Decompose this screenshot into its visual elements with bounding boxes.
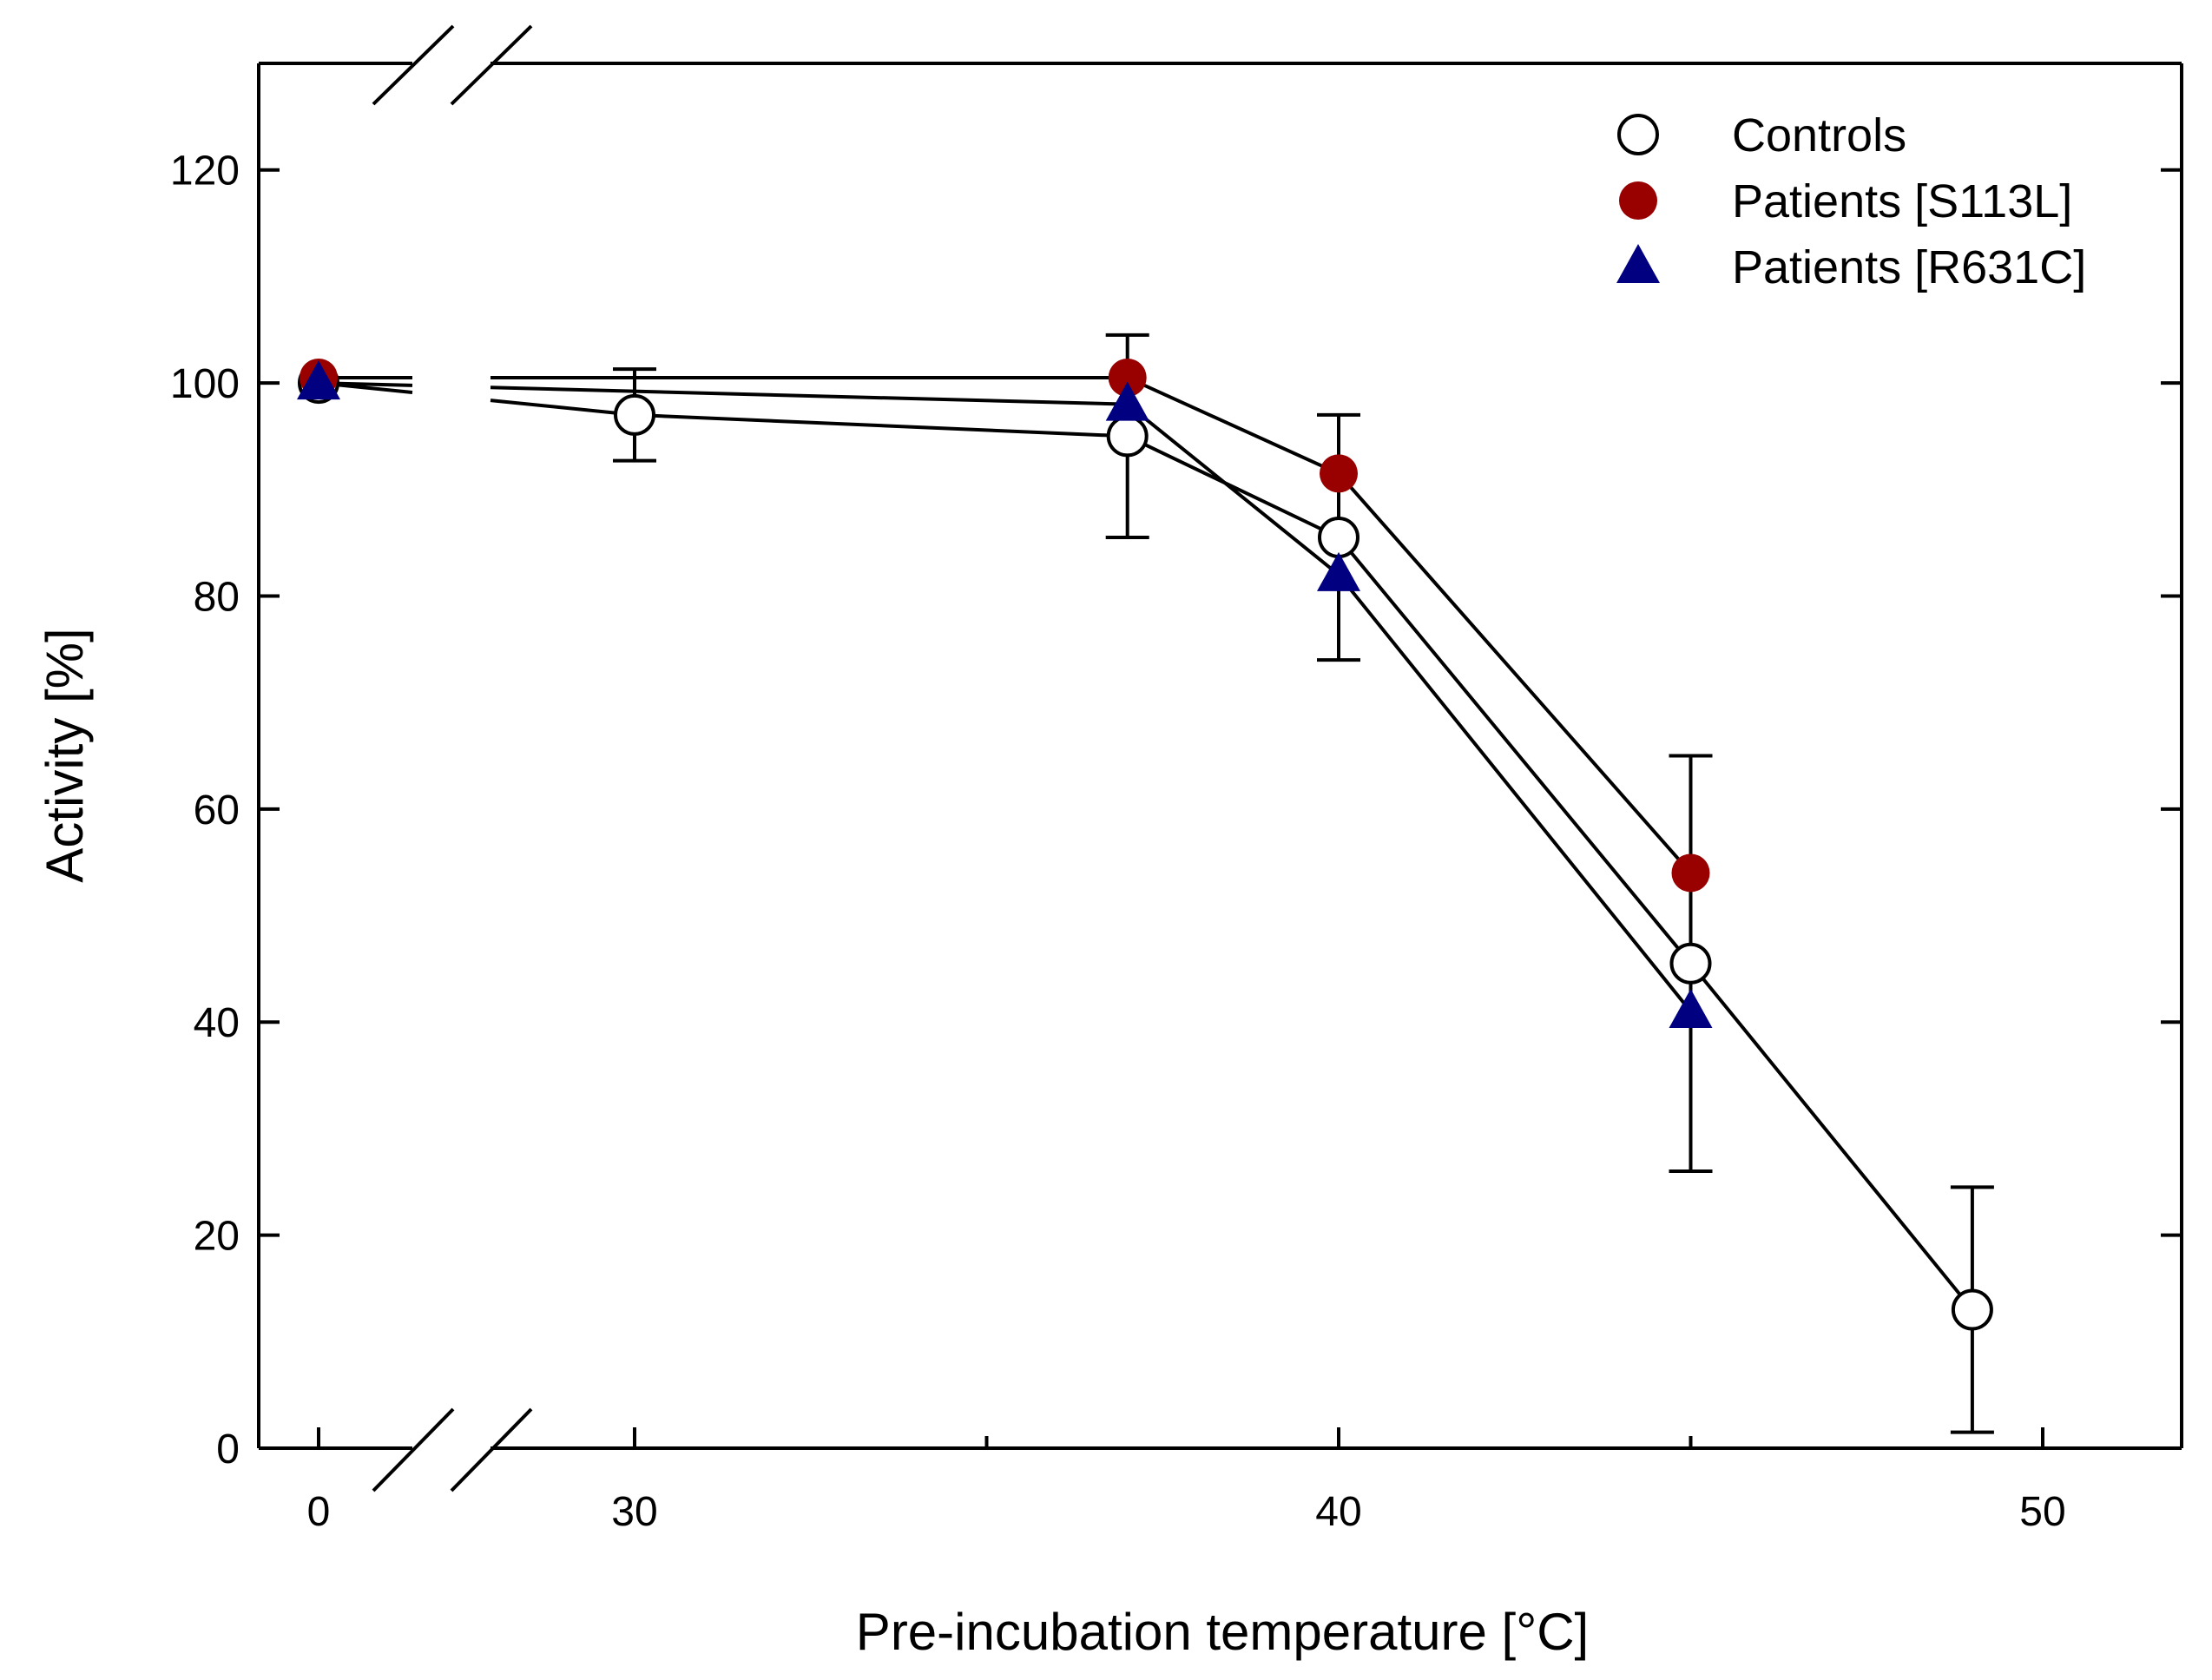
x-tick-label: 40 [1315, 1489, 1361, 1535]
x-tick-label: 0 [307, 1489, 331, 1535]
series-line-1 [490, 399, 1974, 1311]
legend-marker [1617, 114, 1659, 155]
axis-break-mark [372, 24, 455, 106]
plot-frame [257, 24, 2183, 1492]
x-axis: 0 30 40 50 [307, 1427, 2066, 1535]
legend-marker [1619, 181, 1657, 220]
data-point [1317, 551, 1360, 591]
legend-marker [1616, 244, 1660, 283]
data-point [1669, 942, 1712, 985]
y-tick-label: 0 [216, 1426, 240, 1472]
y-tick-label: 20 [194, 1214, 240, 1260]
error-bars [613, 333, 1994, 1434]
axis-break-mark [450, 1407, 533, 1492]
legend-label: Patients [S113L] [1732, 175, 2072, 227]
data-point [1320, 454, 1358, 493]
y-tick-label: 60 [194, 787, 240, 833]
y-tick-label: 80 [194, 574, 240, 620]
y-tick-label: 100 [170, 361, 240, 407]
data-point [1108, 358, 1147, 397]
data-point [614, 393, 655, 436]
legend-label: Controls [1732, 109, 1906, 161]
data-point [1318, 516, 1359, 558]
data-point [1951, 1288, 1993, 1331]
data-point [1106, 415, 1149, 458]
y-axis-title: Activity [%] [36, 628, 94, 882]
data-point [1671, 853, 1710, 893]
data-point [297, 360, 340, 400]
x-tick-label: 50 [2019, 1489, 2065, 1535]
axis-break-mark [450, 24, 533, 106]
y-tick-label: 40 [194, 1000, 240, 1046]
series-lines [318, 375, 1974, 1311]
series-line-3 [490, 385, 1693, 1013]
y-axis: 0 20 40 60 80 100 120 [170, 148, 2182, 1472]
series-line-2 [490, 375, 1693, 874]
legend-label: Patients [R631C] [1732, 241, 2086, 293]
x-tick-label: 30 [611, 1489, 657, 1535]
data-point [1105, 381, 1149, 421]
axis-break-mark [372, 1407, 455, 1492]
data-markers [297, 358, 1993, 1331]
x-axis-title: Pre-incubation temperature [°C] [856, 1603, 1589, 1661]
y-tick-label: 120 [170, 148, 240, 194]
data-point [1669, 988, 1713, 1028]
legend: Controls Patients [S113L] Patients [R631C] [1616, 109, 2086, 293]
